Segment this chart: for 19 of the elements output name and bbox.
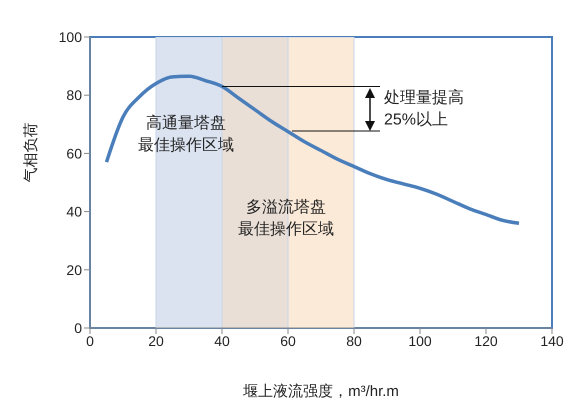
x-tick-label: 40 — [214, 332, 230, 349]
y-tick-label: 80 — [66, 87, 82, 104]
y-tick-label: 20 — [66, 262, 82, 278]
x-tick-label: 20 — [148, 332, 164, 349]
annotation: 高通量塔盘最佳操作区域 — [138, 114, 234, 154]
x-tick-label: 80 — [346, 332, 362, 349]
y-tick-label: 100 — [58, 28, 82, 45]
x-tick-label: 120 — [474, 332, 498, 349]
x-tick-label: 0 — [86, 332, 94, 349]
x-tick-label: 100 — [408, 332, 432, 349]
x-tick-label: 60 — [280, 332, 296, 349]
y-tick-label: 60 — [66, 145, 82, 162]
y-axis-title: 气相负荷 — [22, 122, 40, 182]
annotation: 处理量提高25%以上 — [384, 88, 464, 128]
x-axis-title: 堰上液流强度，m³/hr.m — [242, 383, 399, 400]
annotation: 多溢流塔盘最佳操作区域 — [238, 198, 334, 238]
y-tick-label: 40 — [66, 204, 82, 220]
x-tick-label: 140 — [540, 332, 564, 349]
y-tick-label: 0 — [74, 320, 82, 336]
